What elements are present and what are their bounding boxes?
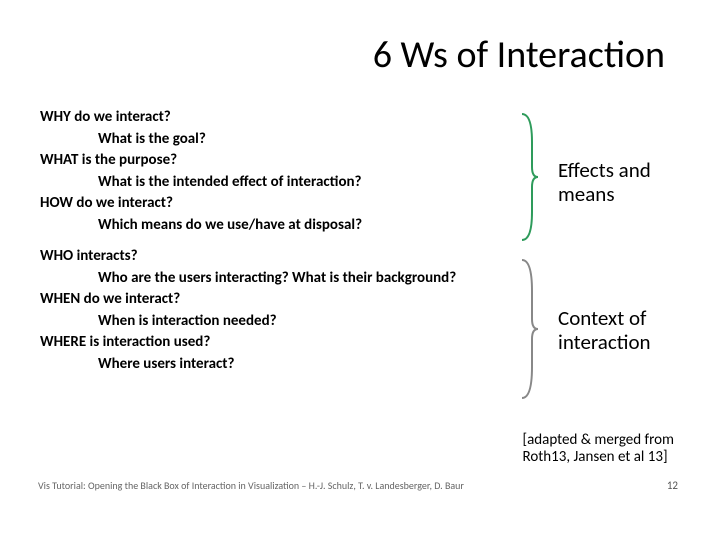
citation-l1: [adapted & merged from [523,432,675,449]
citation: [adapted & merged from Roth13, Jansen et… [523,432,675,467]
label-effects: Effects and means [558,158,651,206]
content-list: WHY do we interact? What is the goal? WH… [40,108,500,376]
bracket-context [520,258,540,400]
where-sub: Where users interact? [98,355,500,375]
label-effects-l1: Effects and [558,158,651,182]
where-question: WHERE is interaction used? [40,333,500,353]
bracket-path-2 [522,260,538,398]
when-question: WHEN do we interact? [40,290,500,310]
footer-text: Vis Tutorial: Opening the Black Box of I… [38,479,464,492]
who-question: WHO interacts? [40,247,500,267]
page-number: 12 [667,479,678,492]
who-sub: Who are the users interacting? What is t… [98,269,500,289]
bracket-path-1 [522,114,538,240]
label-effects-l2: means [558,182,651,206]
why-question: WHY do we interact? [40,108,500,128]
what-question: WHAT is the purpose? [40,151,500,171]
label-context-l1: Context of [558,306,651,330]
what-sub: What is the intended effect of interacti… [98,173,500,193]
citation-l2: Roth13, Jansen et al 13] [523,449,675,466]
bracket-effects [520,112,540,242]
how-sub: Which means do we use/have at disposal? [98,216,500,236]
label-context: Context of interaction [558,306,651,354]
why-sub: What is the goal? [98,130,500,150]
label-context-l2: interaction [558,330,651,354]
slide-title: 6 Ws of Interaction [373,32,665,78]
how-question: HOW do we interact? [40,194,500,214]
when-sub: When is interaction needed? [98,312,500,332]
